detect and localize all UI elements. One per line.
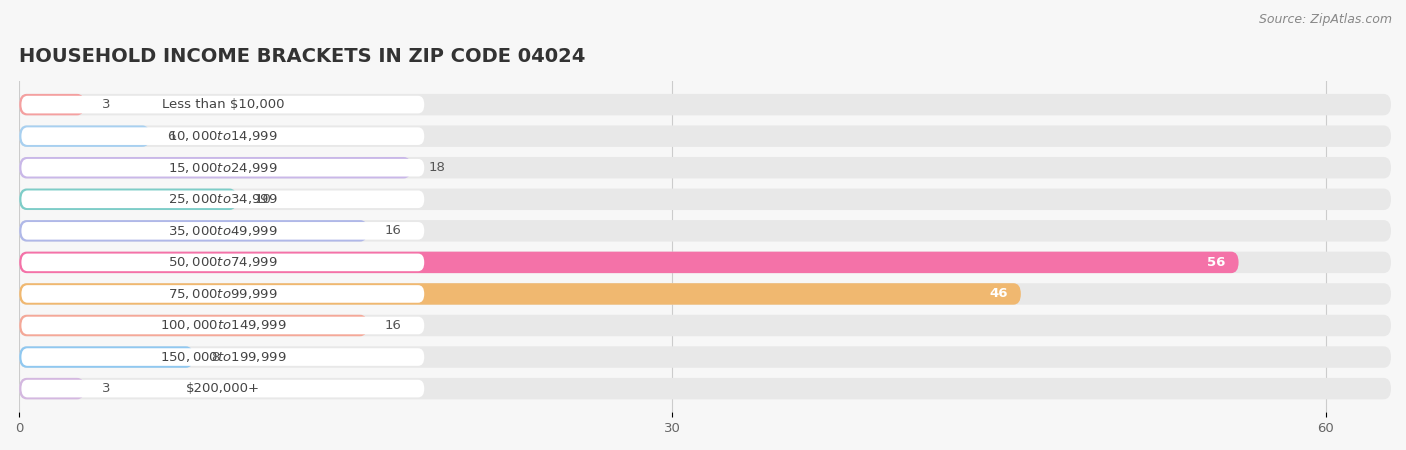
FancyBboxPatch shape (20, 346, 1391, 368)
Text: Less than $10,000: Less than $10,000 (162, 98, 284, 111)
FancyBboxPatch shape (20, 283, 1391, 305)
FancyBboxPatch shape (20, 378, 84, 399)
FancyBboxPatch shape (21, 127, 425, 145)
FancyBboxPatch shape (21, 285, 425, 303)
FancyBboxPatch shape (21, 222, 425, 240)
FancyBboxPatch shape (20, 126, 150, 147)
FancyBboxPatch shape (21, 348, 425, 366)
FancyBboxPatch shape (20, 252, 1239, 273)
FancyBboxPatch shape (20, 220, 1391, 242)
FancyBboxPatch shape (20, 315, 367, 336)
Text: $75,000 to $99,999: $75,000 to $99,999 (167, 287, 277, 301)
FancyBboxPatch shape (20, 126, 1391, 147)
FancyBboxPatch shape (21, 96, 425, 113)
Text: $35,000 to $49,999: $35,000 to $49,999 (167, 224, 277, 238)
FancyBboxPatch shape (21, 317, 425, 334)
Text: $25,000 to $34,999: $25,000 to $34,999 (167, 192, 277, 206)
Text: $150,000 to $199,999: $150,000 to $199,999 (159, 350, 285, 364)
Text: 8: 8 (211, 351, 219, 364)
Text: 3: 3 (101, 382, 111, 395)
FancyBboxPatch shape (20, 346, 194, 368)
FancyBboxPatch shape (20, 157, 411, 179)
FancyBboxPatch shape (20, 189, 1391, 210)
FancyBboxPatch shape (20, 315, 1391, 336)
Text: 10: 10 (254, 193, 271, 206)
Text: Source: ZipAtlas.com: Source: ZipAtlas.com (1258, 14, 1392, 27)
Text: $50,000 to $74,999: $50,000 to $74,999 (167, 256, 277, 270)
FancyBboxPatch shape (21, 159, 425, 176)
Text: 16: 16 (385, 225, 402, 237)
FancyBboxPatch shape (20, 220, 367, 242)
Text: 16: 16 (385, 319, 402, 332)
Text: 3: 3 (101, 98, 111, 111)
FancyBboxPatch shape (20, 157, 1391, 179)
FancyBboxPatch shape (21, 254, 425, 271)
Text: $15,000 to $24,999: $15,000 to $24,999 (167, 161, 277, 175)
FancyBboxPatch shape (20, 378, 1391, 399)
Text: $200,000+: $200,000+ (186, 382, 260, 395)
FancyBboxPatch shape (20, 94, 1391, 115)
FancyBboxPatch shape (21, 380, 425, 397)
Text: $100,000 to $149,999: $100,000 to $149,999 (159, 319, 285, 333)
FancyBboxPatch shape (20, 252, 1391, 273)
Text: 56: 56 (1208, 256, 1226, 269)
FancyBboxPatch shape (20, 94, 84, 115)
Text: 46: 46 (990, 288, 1008, 301)
FancyBboxPatch shape (21, 190, 425, 208)
Text: HOUSEHOLD INCOME BRACKETS IN ZIP CODE 04024: HOUSEHOLD INCOME BRACKETS IN ZIP CODE 04… (20, 46, 585, 66)
Text: 6: 6 (167, 130, 176, 143)
FancyBboxPatch shape (20, 283, 1021, 305)
Text: 18: 18 (429, 161, 446, 174)
FancyBboxPatch shape (20, 189, 238, 210)
Text: $10,000 to $14,999: $10,000 to $14,999 (167, 129, 277, 143)
